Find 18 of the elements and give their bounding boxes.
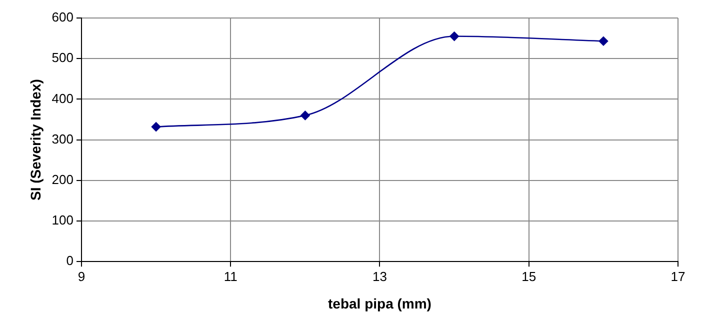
point — [151, 122, 161, 132]
x-tick-label: 15 — [522, 268, 536, 284]
y-tick-label: 100 — [52, 212, 74, 228]
y-tick-label: 300 — [52, 131, 74, 146]
x-axis-title: tebal pipa (mm) — [328, 295, 432, 312]
x-tick-label: 11 — [224, 268, 238, 284]
y-tick-label: 600 — [52, 10, 74, 25]
y-tick-label: 400 — [52, 90, 74, 106]
y-axis-title: SI (Severity Index) — [27, 79, 44, 200]
x-tick-label: 17 — [670, 268, 686, 284]
x-tick-label: 9 — [78, 268, 86, 284]
x-tick-label: 13 — [372, 268, 387, 284]
point — [300, 110, 310, 120]
y-tick-label: 200 — [52, 172, 74, 187]
y-tick-label: 500 — [52, 50, 74, 66]
point — [598, 36, 608, 46]
point — [450, 32, 459, 41]
y-tick-label: 0 — [66, 253, 74, 268]
